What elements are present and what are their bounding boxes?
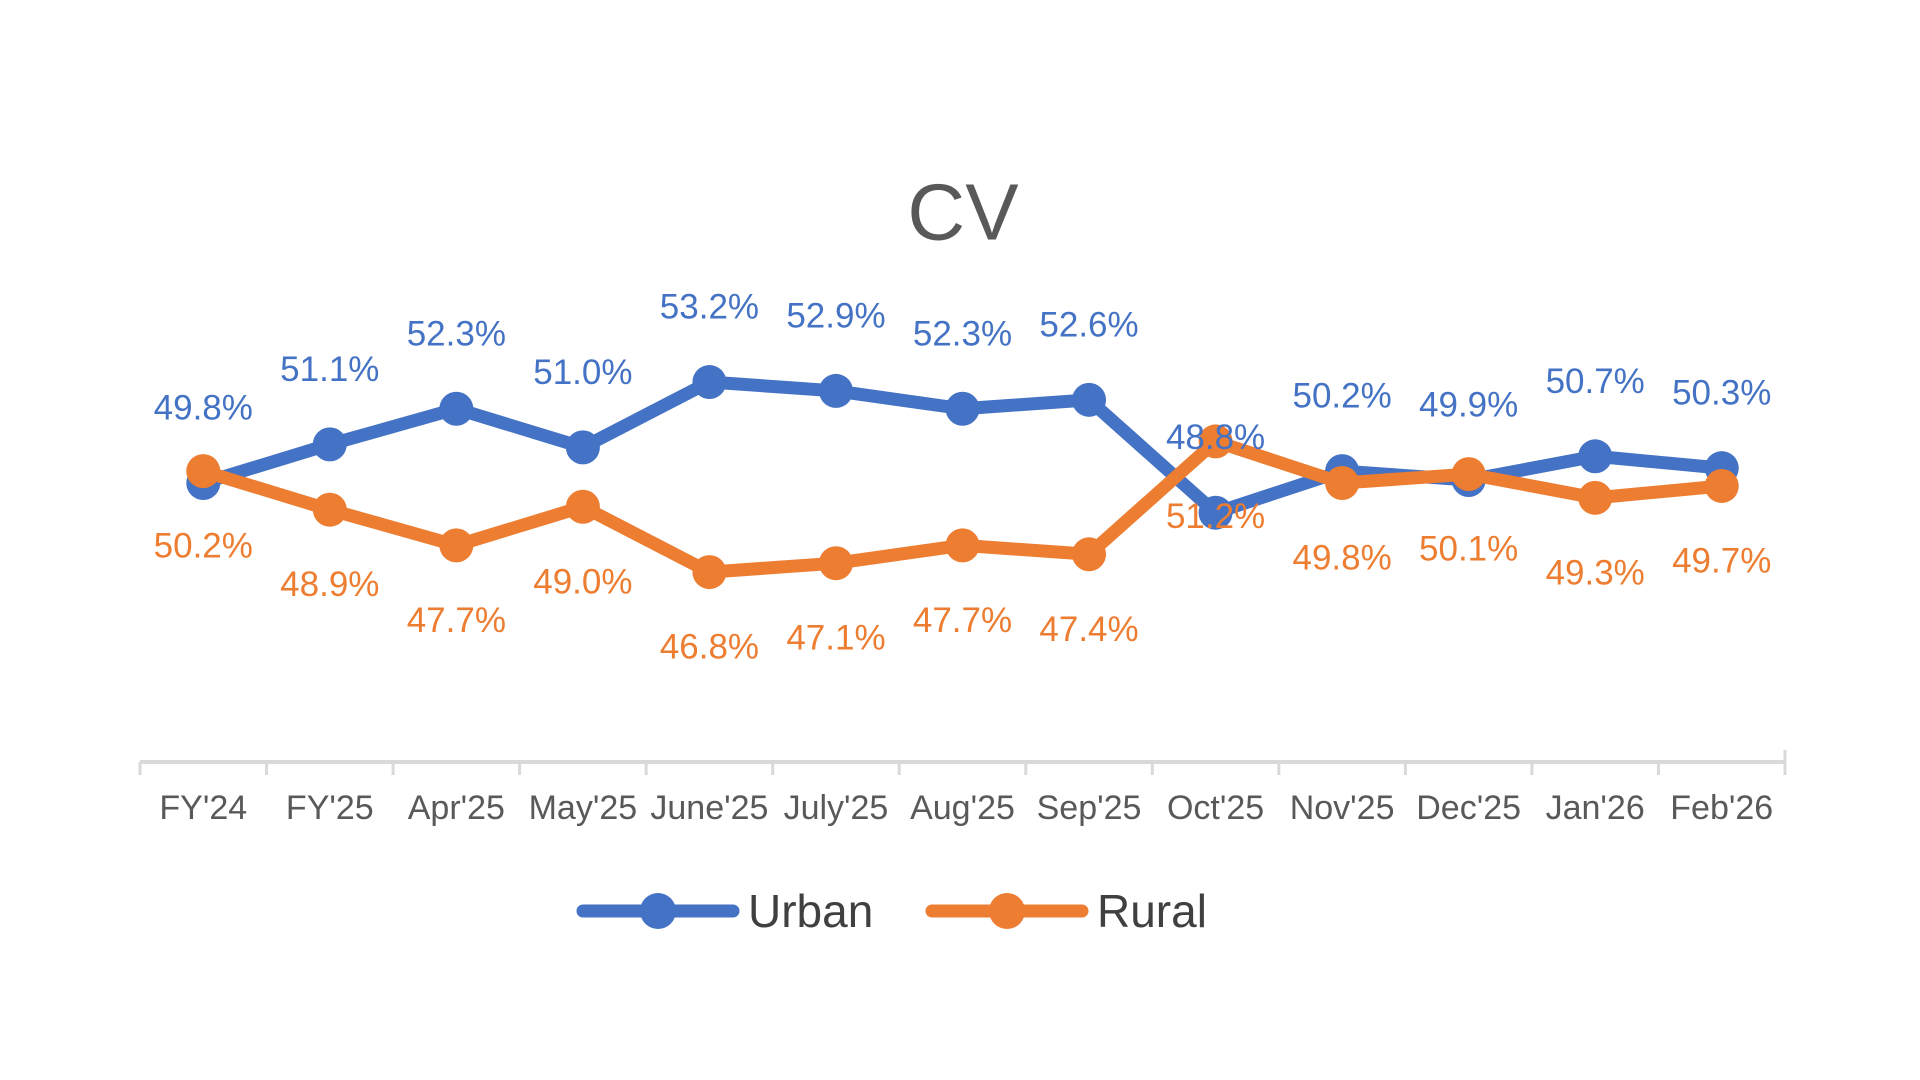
x-axis-label-Oct'25: Oct'25 bbox=[1167, 789, 1264, 827]
urban-data-label-Apr'25: 52.3% bbox=[407, 314, 506, 353]
rural-data-label-Aug'25: 47.7% bbox=[913, 601, 1012, 640]
urban-data-label-Nov'25: 50.2% bbox=[1292, 377, 1391, 416]
urban-point-Sep'25 bbox=[1072, 382, 1107, 417]
rural-point-Oct'25 bbox=[1198, 424, 1233, 459]
rural-point-Aug'25 bbox=[945, 528, 980, 563]
urban-data-label-June'25: 53.2% bbox=[660, 288, 759, 327]
x-axis-label-Apr'25: Apr'25 bbox=[408, 789, 505, 827]
rural-data-label-June'25: 46.8% bbox=[660, 628, 759, 667]
rural-data-label-Dec'25: 50.1% bbox=[1419, 530, 1518, 569]
x-axis-label-Dec'25: Dec'25 bbox=[1416, 789, 1521, 827]
legend-item-urban[interactable]: Urban bbox=[576, 885, 873, 937]
legend-label-rural: Rural bbox=[1097, 885, 1207, 937]
rural-point-June'25 bbox=[692, 555, 727, 590]
urban-data-label-May'25: 51.0% bbox=[533, 353, 632, 392]
urban-point-May'25 bbox=[565, 430, 600, 465]
urban-point-Jan'26 bbox=[1578, 439, 1613, 474]
chart-title: CV bbox=[907, 168, 1019, 257]
rural-point-July'25 bbox=[818, 546, 853, 581]
x-axis-label-Aug'25: Aug'25 bbox=[910, 789, 1015, 827]
x-axis-label-July'25: July'25 bbox=[784, 789, 889, 827]
rural-point-Dec'25 bbox=[1451, 457, 1486, 492]
legend-label-urban: Urban bbox=[748, 885, 873, 937]
rural-point-Apr'25 bbox=[439, 528, 474, 563]
legend-item-rural[interactable]: Rural bbox=[925, 885, 1207, 937]
rural-data-label-FY'24: 50.2% bbox=[154, 527, 253, 566]
urban-data-label-Aug'25: 52.3% bbox=[913, 314, 1012, 353]
rural-point-Jan'26 bbox=[1578, 480, 1613, 515]
rural-data-label-Sep'25: 47.4% bbox=[1039, 610, 1138, 649]
legend: Urban Rural bbox=[576, 885, 1207, 937]
urban-legend-marker-icon bbox=[640, 893, 676, 929]
rural-legend-marker-icon bbox=[989, 893, 1025, 929]
rural-point-Nov'25 bbox=[1325, 466, 1360, 500]
rural-point-May'25 bbox=[565, 489, 600, 524]
urban-data-label-Jan'26: 50.7% bbox=[1546, 362, 1645, 401]
urban-point-FY'25 bbox=[312, 427, 347, 462]
x-axis-label-Nov'25: Nov'25 bbox=[1290, 789, 1395, 827]
urban-data-label-Feb'26: 50.3% bbox=[1672, 374, 1771, 413]
urban-point-Oct'25 bbox=[1198, 495, 1233, 530]
rural-data-label-Oct'25: 51.2% bbox=[1166, 497, 1265, 536]
x-axis-label-June'25: June'25 bbox=[650, 789, 768, 827]
plot-area: 49.8% 51.1% 52.3% 51.0% 53.2% 52.9% 52.3% 52.6%… bbox=[154, 288, 1772, 667]
x-axis-label-Sep'25: Sep'25 bbox=[1037, 789, 1142, 827]
rural-point-Feb'26 bbox=[1704, 468, 1739, 503]
urban-point-June'25 bbox=[692, 365, 727, 400]
urban-data-label-Oct'25: 48.8% bbox=[1166, 418, 1265, 457]
x-axis-label-May'25: May'25 bbox=[529, 789, 638, 827]
rural-point-FY'25 bbox=[312, 492, 347, 527]
urban-point-July'25 bbox=[818, 373, 853, 408]
x-axis-label-Jan'26: Jan'26 bbox=[1546, 789, 1645, 827]
rural-point-FY'24 bbox=[186, 454, 221, 489]
urban-data-label-FY'24: 49.8% bbox=[154, 389, 253, 428]
x-axis: FY'24 FY'25 Apr'25 May'25 June'25 July'25 Aug'… bbox=[138, 750, 1787, 827]
x-axis-label-FY'25: FY'25 bbox=[286, 789, 374, 827]
rural-data-label-Nov'25: 49.8% bbox=[1292, 539, 1391, 578]
rural-point-Sep'25 bbox=[1072, 537, 1107, 572]
rural-data-label-Feb'26: 49.7% bbox=[1672, 541, 1771, 580]
urban-point-Aug'25 bbox=[945, 391, 980, 426]
rural-data-label-July'25: 47.1% bbox=[786, 619, 885, 658]
urban-data-label-Dec'25: 49.9% bbox=[1419, 386, 1518, 425]
rural-data-label-FY'25: 48.9% bbox=[280, 565, 379, 604]
x-axis-label-FY'24: FY'24 bbox=[159, 789, 247, 827]
urban-data-label-July'25: 52.9% bbox=[786, 296, 885, 335]
x-axis-label-Feb'26: Feb'26 bbox=[1670, 789, 1773, 827]
urban-data-label-Sep'25: 52.6% bbox=[1039, 305, 1138, 344]
urban-point-Apr'25 bbox=[439, 391, 474, 426]
rural-data-label-May'25: 49.0% bbox=[533, 562, 632, 601]
rural-data-label-Apr'25: 47.7% bbox=[407, 601, 506, 640]
rural-data-label-Jan'26: 49.3% bbox=[1546, 553, 1645, 592]
urban-data-label-FY'25: 51.1% bbox=[280, 350, 379, 389]
